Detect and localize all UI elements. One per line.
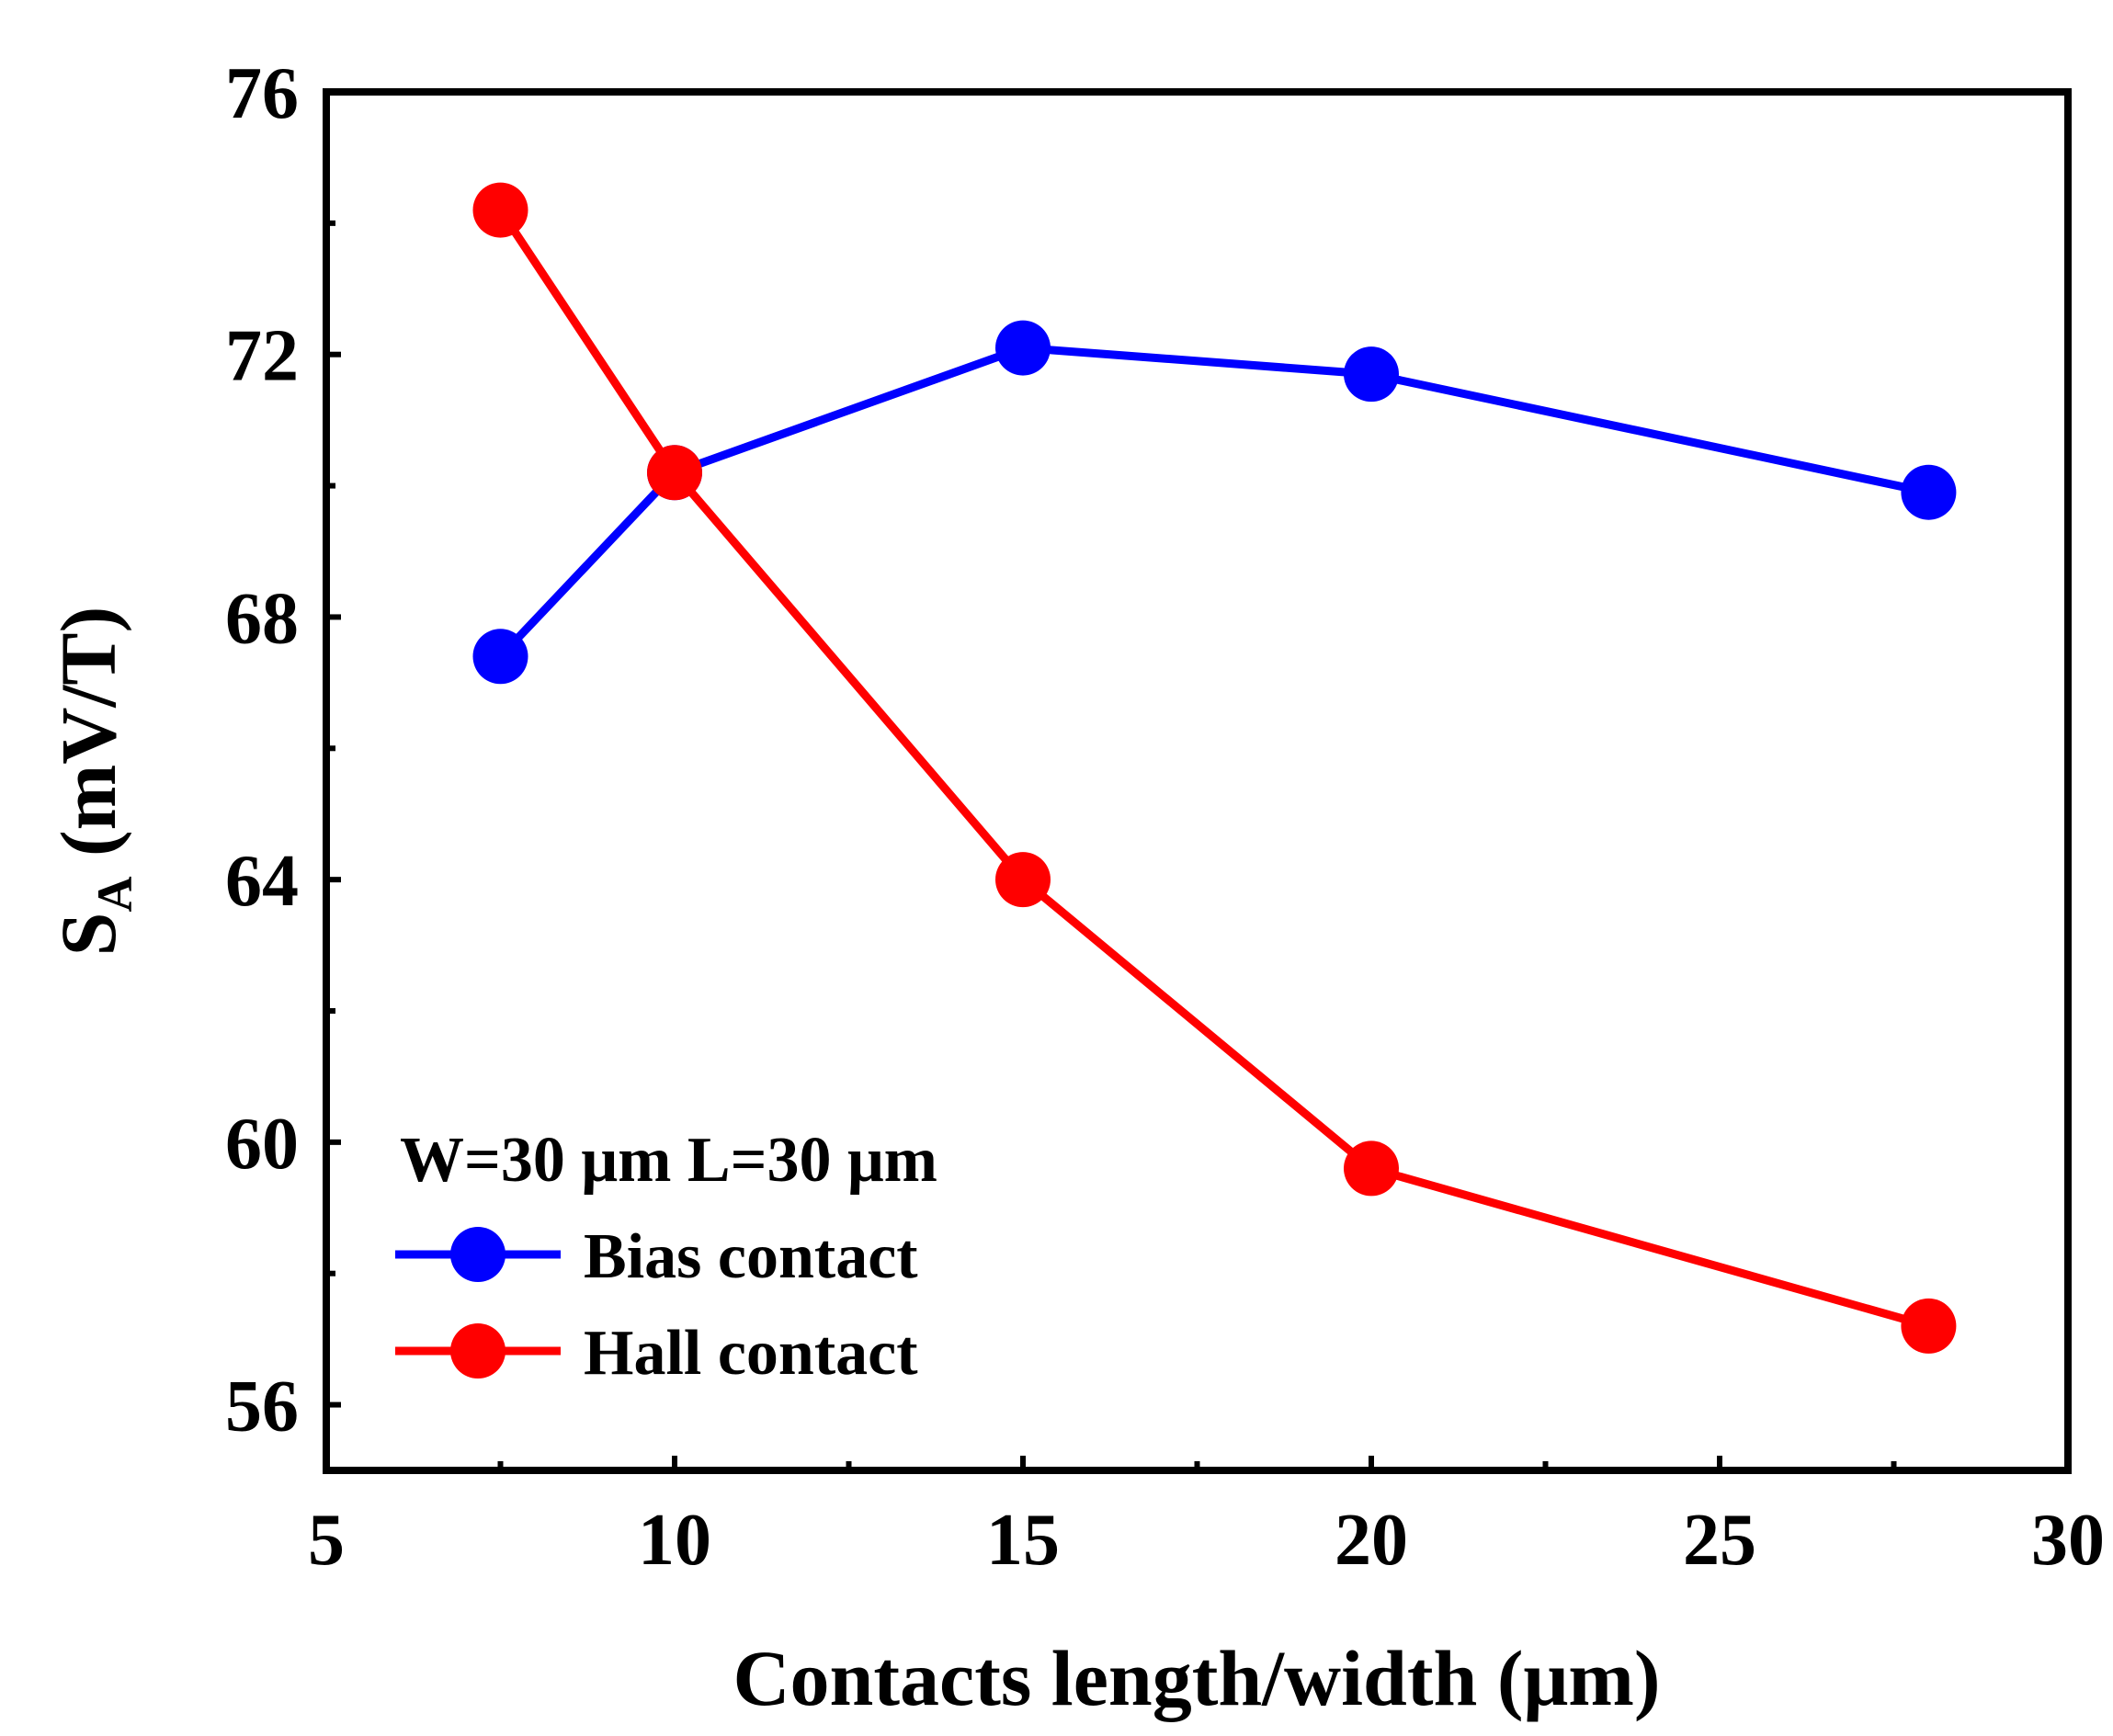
legend-bias-marker (450, 1227, 506, 1282)
series-line-bias-contact (497, 344, 1930, 660)
series-hall-contact (472, 182, 1957, 1354)
legend-hall-label: Hall contact (584, 1318, 918, 1389)
y-axis-title: SA (mV/T) (44, 607, 142, 957)
y-tick-label: 68 (225, 578, 299, 659)
data-point-bias-contact (472, 629, 528, 685)
y-axis-title-main: S (44, 912, 132, 956)
data-point-bias-contact (1344, 346, 1399, 403)
y-tick-label: 76 (225, 53, 299, 134)
data-point-hall-contact (995, 852, 1051, 908)
y-tick-label: 60 (225, 1104, 299, 1185)
x-tick-label: 30 (2031, 1500, 2105, 1581)
data-point-hall-contact (1344, 1140, 1399, 1197)
legend: Bias contact Hall contact (395, 1221, 918, 1389)
data-point-hall-contact (647, 445, 702, 501)
legend-hall-marker (450, 1323, 506, 1379)
y-tick-label: 64 (225, 841, 299, 922)
data-point-hall-contact (472, 182, 528, 238)
y-axis-title-subscript: A (87, 876, 142, 912)
y-tick-label: 72 (225, 316, 299, 397)
x-tick-label: 5 (308, 1500, 345, 1581)
x-tick-label: 15 (986, 1500, 1060, 1581)
x-tick-label: 20 (1335, 1500, 1408, 1581)
data-point-bias-contact (1901, 464, 1957, 520)
minor-ticks (326, 220, 1897, 1470)
y-axis-title-units: (mV/T) (44, 607, 132, 877)
annotation-dimensions: W=30 μm L=30 μm (400, 1125, 937, 1196)
x-axis-title: Contacts length/width (μm) (733, 1634, 1660, 1722)
x-tick-label: 10 (638, 1500, 711, 1581)
x-tick-label: 25 (1683, 1500, 1756, 1581)
x-tick-labels: 5 10 15 20 25 30 (308, 1500, 2105, 1581)
data-point-bias-contact (995, 320, 1051, 376)
major-ticks (324, 89, 2071, 1470)
series-layer (472, 182, 1957, 1354)
legend-bias-label: Bias contact (584, 1221, 918, 1292)
y-tick-labels: 56 60 64 68 72 76 (225, 53, 299, 1447)
data-point-hall-contact (1901, 1298, 1957, 1354)
y-tick-label: 56 (225, 1367, 299, 1447)
